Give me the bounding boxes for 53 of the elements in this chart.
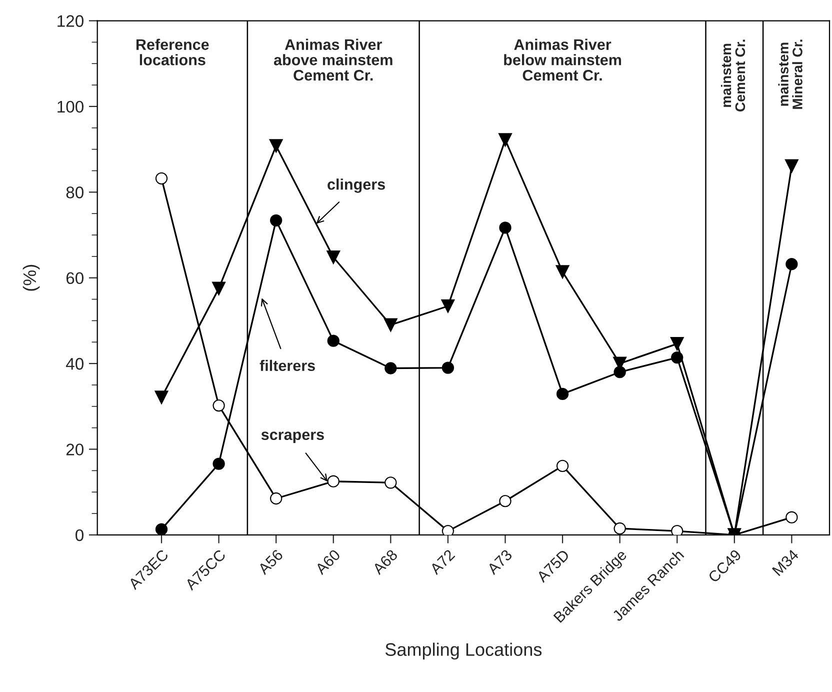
x-tick-label: A73 [486,548,513,576]
point [671,524,684,535]
point [327,475,340,488]
point [614,366,626,378]
y-tick-label: 80 [66,186,84,198]
y-tick-label: 100 [58,100,84,113]
point [384,362,397,374]
y-axis-title: (%) [22,264,40,291]
point [784,159,798,173]
annotation: Animas River below mainstem Cement Cr. [504,38,622,81]
x-tick-label: A68 [372,548,398,576]
point [556,460,569,472]
point [556,388,569,400]
series-label: clingers [328,178,385,193]
y-tick-label: 120 [58,15,84,27]
point [499,222,512,234]
series-label: scrapers [261,432,324,444]
point [614,522,626,535]
y-tick-label: 60 [66,272,84,284]
annotation: Reference locations [136,38,209,66]
x-tick-label: A60 [314,548,341,576]
point [441,299,455,313]
point [384,318,398,332]
y-tick-label: 0 [76,529,84,542]
point [270,214,282,226]
point [786,258,798,270]
point [499,494,512,508]
x-tick-label: A56 [257,548,284,576]
point [384,476,397,489]
point [212,282,226,296]
series-label: filterers [260,360,315,372]
point [670,337,684,351]
x-tick-label: A72 [429,548,456,576]
point [154,390,168,404]
point [498,133,512,147]
point [212,458,225,470]
point [327,334,340,347]
point [442,362,454,374]
point [270,492,282,505]
point [326,250,340,264]
point [556,265,570,279]
point [786,511,798,524]
y-tick-label: 40 [66,358,84,370]
y-tick-label: 20 [66,444,84,456]
x-axis-title: Sampling Locations [385,642,542,660]
point [442,524,454,535]
point [212,399,225,412]
point [155,523,168,535]
point [269,139,283,153]
annotation: mainstem Mineral Cr. [778,40,802,109]
annotation: mainstem Cement Cr. [720,40,746,112]
annotation: Animas River above mainstem Cement Cr. [274,38,392,81]
point [155,172,168,185]
